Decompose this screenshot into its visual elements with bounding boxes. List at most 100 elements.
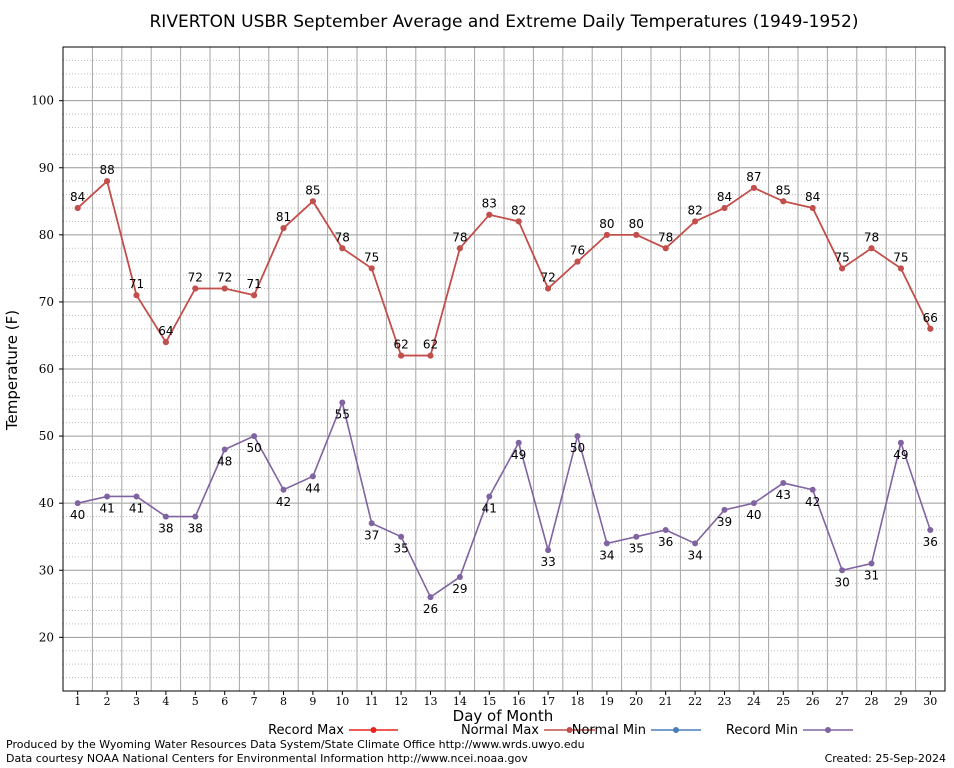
x-tick-label: 22 xyxy=(688,695,702,708)
data-point xyxy=(74,500,81,507)
chart-title: RIVERTON USBR September Average and Extr… xyxy=(150,12,859,32)
max-data-label: 75 xyxy=(364,250,379,264)
x-tick-label: 20 xyxy=(629,695,643,708)
x-tick-label: 8 xyxy=(280,695,287,708)
max-data-label: 80 xyxy=(599,217,614,231)
legend-swatch-marker xyxy=(370,727,377,733)
grid xyxy=(62,46,946,692)
max-data-label: 84 xyxy=(805,190,820,204)
max-data-label: 66 xyxy=(923,311,938,325)
min-data-label: 50 xyxy=(246,441,261,455)
x-tick-label: 13 xyxy=(424,695,438,708)
legend-label: Record Min xyxy=(726,723,798,738)
x-tick-label: 16 xyxy=(512,695,526,708)
legend-swatch-marker xyxy=(673,727,679,733)
max-data-label: 75 xyxy=(893,250,908,264)
x-tick-label: 23 xyxy=(718,695,732,708)
data-point xyxy=(868,560,875,567)
data-point xyxy=(633,231,640,238)
x-tick-label: 27 xyxy=(835,695,849,708)
data-point xyxy=(809,486,816,493)
x-tick-label: 30 xyxy=(923,695,937,708)
max-data-label: 71 xyxy=(129,277,144,291)
data-point xyxy=(339,399,346,406)
data-point xyxy=(515,439,522,446)
data-point xyxy=(750,184,757,191)
legend-swatch-marker xyxy=(566,727,573,733)
max-data-label: 75 xyxy=(834,250,849,264)
footer-created-date: Created: 25-Sep-2024 xyxy=(825,752,946,765)
max-data-label: 72 xyxy=(540,271,555,285)
data-point xyxy=(309,473,316,480)
min-data-label: 42 xyxy=(276,495,291,509)
data-point xyxy=(427,352,434,359)
data-point xyxy=(280,486,287,493)
data-point xyxy=(162,513,169,520)
max-data-label: 62 xyxy=(423,338,438,352)
max-data-label: 82 xyxy=(687,203,702,217)
max-data-label: 85 xyxy=(776,183,791,197)
data-point xyxy=(74,205,81,211)
data-point xyxy=(221,285,228,292)
min-data-label: 44 xyxy=(305,481,320,495)
data-point xyxy=(192,285,199,292)
min-data-label: 36 xyxy=(658,535,673,549)
x-tick-label: 18 xyxy=(571,695,585,708)
x-tick-label: 5 xyxy=(192,695,199,708)
footer-data-courtesy: Data courtesy NOAA National Centers for … xyxy=(6,752,528,765)
min-data-label: 35 xyxy=(393,542,408,556)
x-tick-label: 11 xyxy=(365,695,379,708)
x-tick-label: 28 xyxy=(865,695,879,708)
max-data-label: 71 xyxy=(246,277,261,291)
data-point xyxy=(515,218,522,225)
data-point xyxy=(662,245,669,252)
y-tick-label: 100 xyxy=(31,94,54,108)
y-tick-label: 90 xyxy=(39,161,54,175)
x-tick-label: 7 xyxy=(251,695,258,708)
data-point xyxy=(104,493,111,500)
y-tick-label: 50 xyxy=(39,429,54,443)
data-point xyxy=(456,573,463,580)
y-tick-label: 30 xyxy=(39,563,54,577)
max-data-label: 81 xyxy=(276,210,291,224)
data-point xyxy=(133,292,140,299)
data-point xyxy=(809,205,816,211)
x-tick-label: 24 xyxy=(747,695,761,708)
data-point xyxy=(927,527,934,533)
x-axis-label: Day of Month xyxy=(453,707,554,725)
min-data-label: 31 xyxy=(864,569,879,583)
max-data-label: 87 xyxy=(746,170,761,184)
data-point xyxy=(545,547,552,554)
x-tick-label: 1 xyxy=(74,695,81,708)
max-data-label: 72 xyxy=(217,271,232,285)
y-tick-label: 80 xyxy=(39,228,54,242)
max-data-label: 82 xyxy=(511,203,526,217)
max-data-label: 78 xyxy=(335,230,350,244)
data-point xyxy=(692,218,699,225)
data-point xyxy=(456,245,463,252)
footer-produced-by: Produced by the Wyoming Water Resources … xyxy=(6,738,585,751)
min-data-label: 38 xyxy=(158,522,173,536)
min-data-label: 26 xyxy=(423,602,438,616)
min-data-label: 40 xyxy=(70,508,85,522)
legend-swatch-marker xyxy=(825,727,831,733)
min-data-label: 39 xyxy=(717,515,732,529)
max-data-label: 62 xyxy=(393,338,408,352)
x-tick-label: 12 xyxy=(394,695,408,708)
max-data-label: 72 xyxy=(188,271,203,285)
x-tick-label: 29 xyxy=(894,695,908,708)
min-data-label: 38 xyxy=(188,522,203,536)
data-point xyxy=(251,433,258,440)
y-tick-label: 70 xyxy=(39,295,54,309)
y-tick-label: 40 xyxy=(39,496,54,510)
max-data-label: 84 xyxy=(70,190,85,204)
data-point xyxy=(221,446,228,453)
data-point xyxy=(839,265,846,272)
x-tick-label: 3 xyxy=(133,695,140,708)
x-tick-label: 9 xyxy=(309,695,316,708)
min-data-label: 42 xyxy=(805,495,820,509)
x-tick-label: 17 xyxy=(541,695,555,708)
data-point xyxy=(162,339,169,346)
data-point xyxy=(574,258,581,265)
